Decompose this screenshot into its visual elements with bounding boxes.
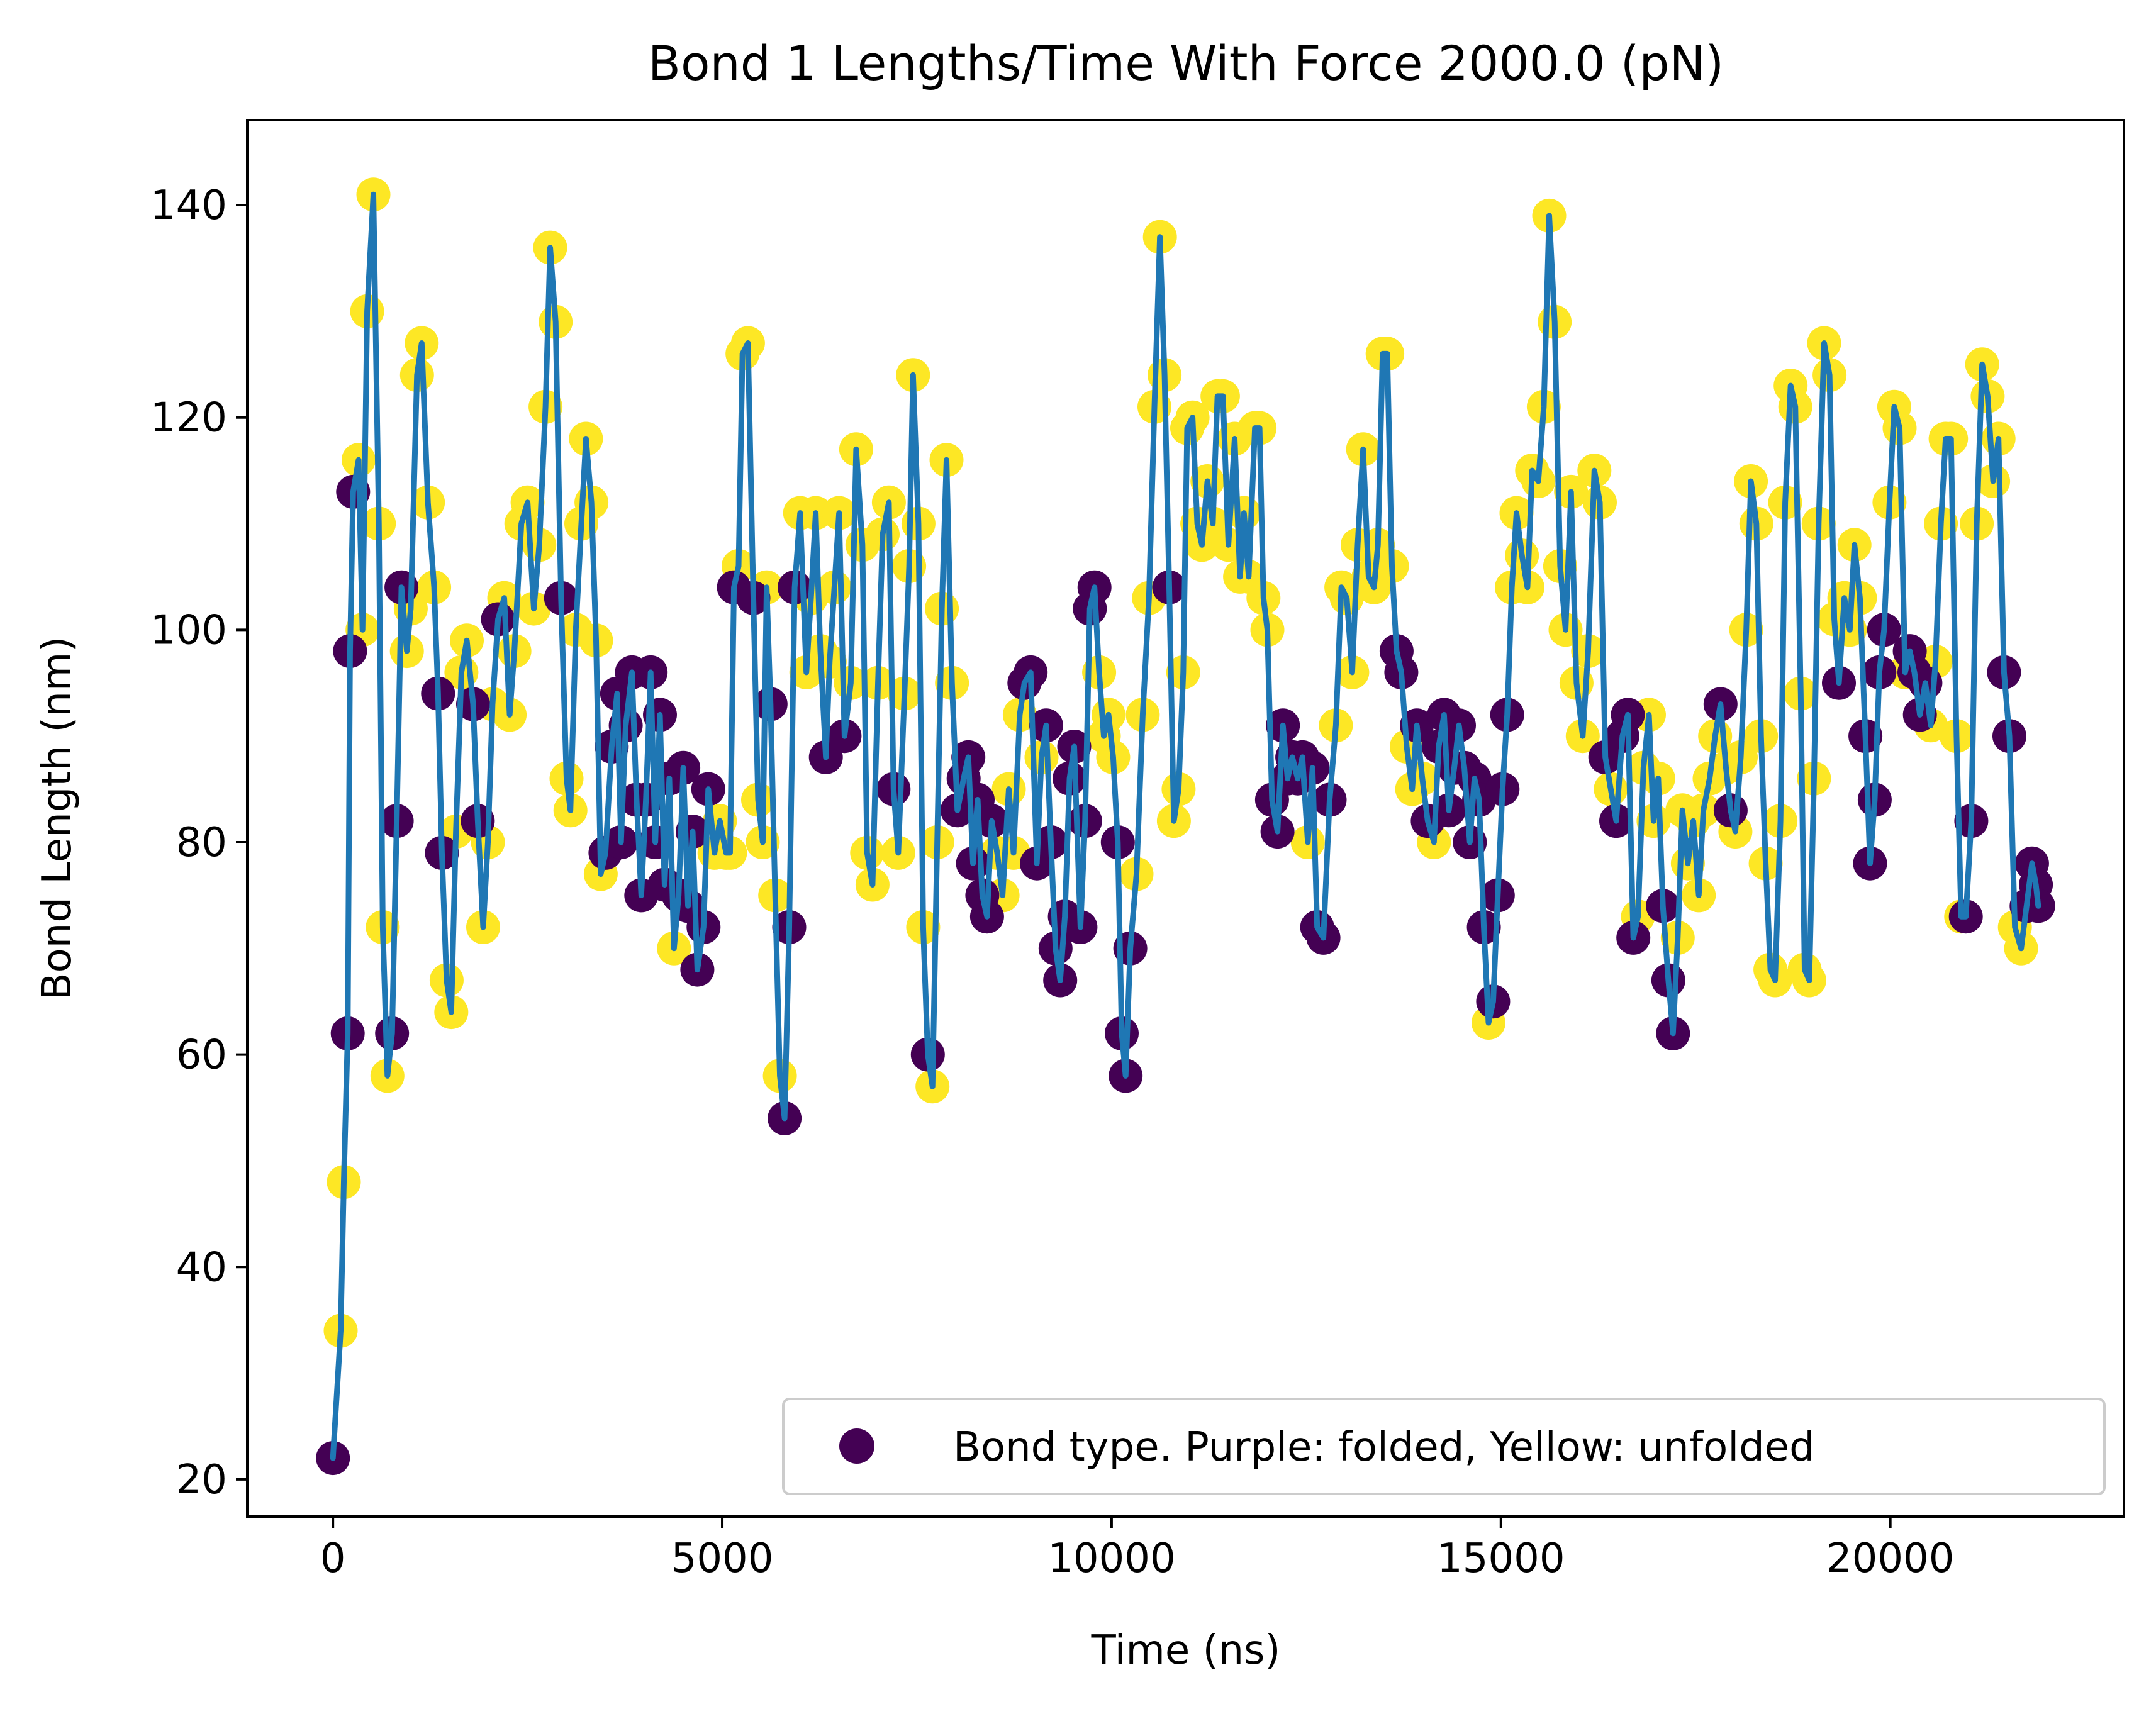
y-tick-label: 80 xyxy=(176,820,227,866)
series-line xyxy=(330,191,2041,1461)
chart-title: Bond 1 Lengths/Time With Force 2000.0 (p… xyxy=(648,35,1724,91)
plot-area xyxy=(316,177,2055,1476)
x-axis: 0 5000 10000 15000 20000 xyxy=(320,1517,1955,1582)
legend: Bond type. Purple: folded, Yellow: unfol… xyxy=(782,1398,2106,1495)
y-axis: 20 40 60 80 100 120 140 xyxy=(150,182,247,1503)
plot-frame xyxy=(246,119,2125,1518)
y-tick-label: 40 xyxy=(176,1244,227,1291)
y-tick-label: 120 xyxy=(150,395,227,442)
y-axis-label: Bond Length (nm) xyxy=(34,637,81,1001)
legend-entry-label: Bond type. Purple: folded, Yellow: unfol… xyxy=(953,1424,1815,1471)
x-axis-label: Time (ns) xyxy=(1091,1627,1281,1674)
x-tick-label: 0 xyxy=(320,1535,346,1582)
y-tick-label: 60 xyxy=(176,1032,227,1079)
y-tick-label: 100 xyxy=(150,607,227,654)
x-tick-label: 10000 xyxy=(1047,1535,1176,1582)
y-tick-label: 20 xyxy=(176,1457,227,1503)
x-tick-label: 20000 xyxy=(1826,1535,1955,1582)
x-tick-label: 15000 xyxy=(1437,1535,1565,1582)
x-tick-label: 5000 xyxy=(671,1535,774,1582)
y-tick-label: 140 xyxy=(150,182,227,229)
legend-box xyxy=(782,1398,2106,1495)
legend-marker-folded xyxy=(839,1428,874,1464)
